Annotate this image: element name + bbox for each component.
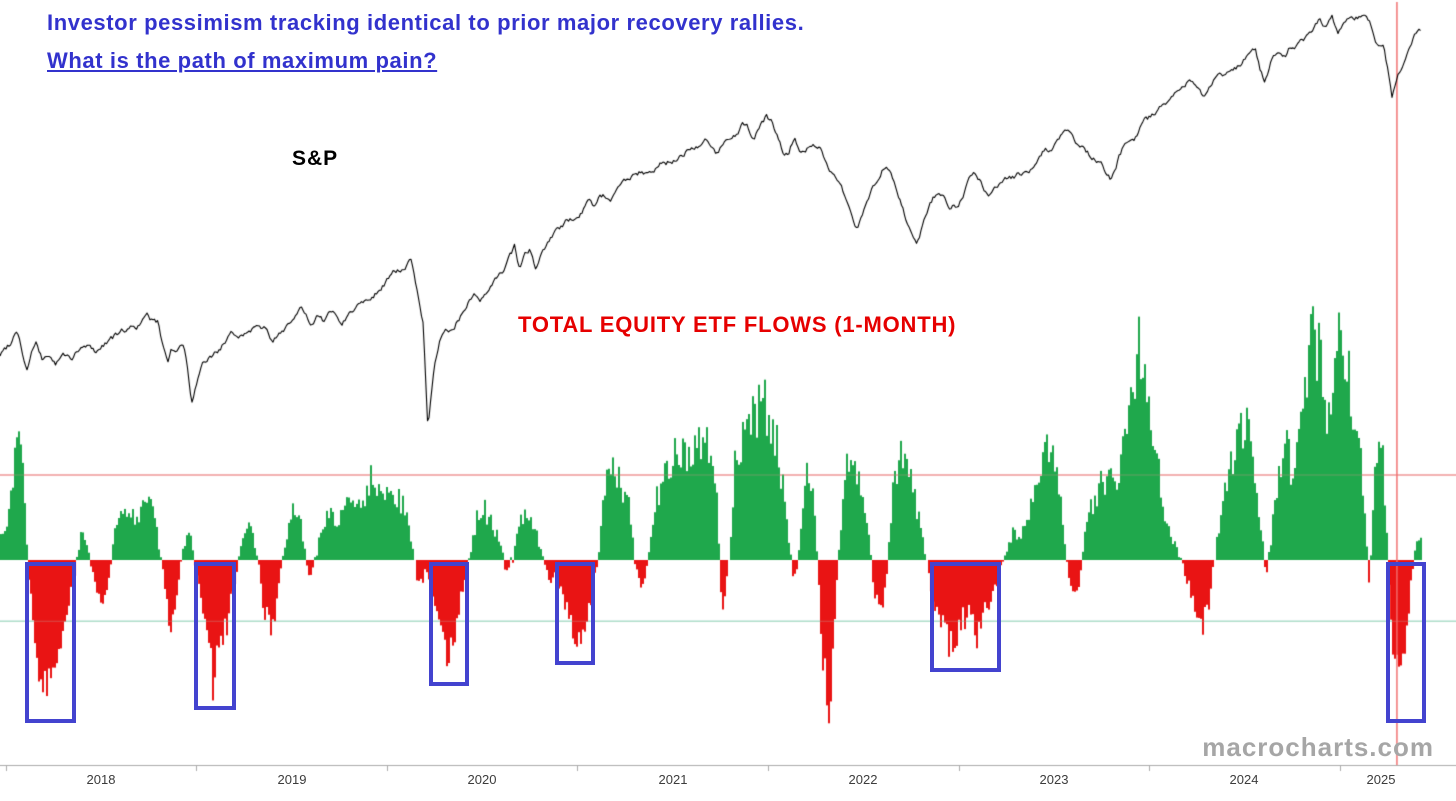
chart-title: Investor pessimism tracking identical to… xyxy=(47,8,804,76)
watermark-macrocharts: macrocharts.com xyxy=(1202,732,1434,762)
title-line-2: What is the path of maximum pain? xyxy=(47,48,438,73)
flows-series-label: TOTAL EQUITY ETF FLOWS (1-MONTH) xyxy=(518,312,957,337)
title-line-1: Investor pessimism tracking identical to… xyxy=(47,10,805,35)
sp-series-label: S&P xyxy=(292,147,339,170)
